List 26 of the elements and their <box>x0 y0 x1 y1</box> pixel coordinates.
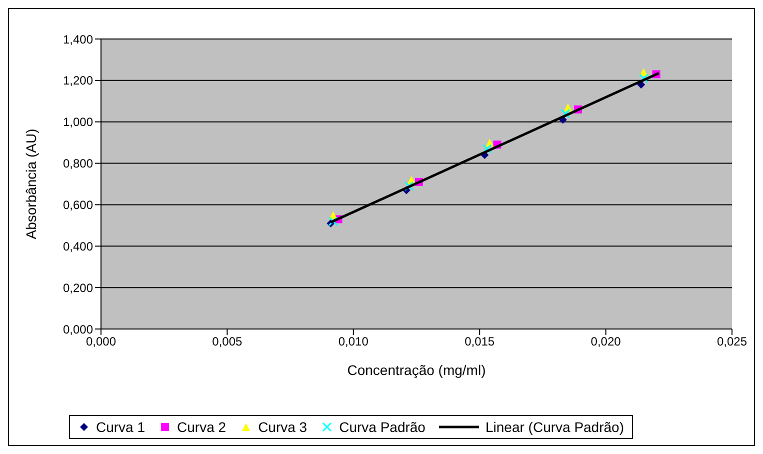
x-tick-label: 0,010 <box>338 334 369 349</box>
y-tick-label: 1,200 <box>62 74 94 88</box>
x-tick-label: 0,000 <box>86 334 116 349</box>
legend-label: Curva Padrão <box>339 419 426 435</box>
point <box>328 216 338 226</box>
y-tick-label: 1,400 <box>62 32 94 46</box>
y-tick-label: 0,800 <box>62 156 94 171</box>
point <box>560 108 570 118</box>
x-axis-title: Concentração (mg/ml) <box>347 362 486 378</box>
x-tick-label: 0,025 <box>716 334 748 349</box>
point <box>482 144 492 154</box>
x-tick-label: 0,020 <box>590 334 622 349</box>
y-tick-label: 0,200 <box>62 280 94 295</box>
y-tick-label: 0,400 <box>62 239 94 254</box>
y-tick-label: 0,000 <box>62 322 94 336</box>
legend-label: Curva 2 <box>177 419 226 435</box>
y-tick-label: 0,600 <box>62 198 94 212</box>
point <box>404 181 414 191</box>
x-tick-label: 0,005 <box>212 334 243 349</box>
legend-label: Linear (Curva Padrão) <box>485 419 624 435</box>
y-tick-label: 1,000 <box>62 115 94 130</box>
legend-label: Curva 1 <box>96 419 146 435</box>
x-tick-label: 0,015 <box>464 334 495 349</box>
legend-label: Curva 3 <box>258 419 308 435</box>
y-axis-title: Absorbância (AU) <box>22 128 39 240</box>
point <box>638 74 648 84</box>
